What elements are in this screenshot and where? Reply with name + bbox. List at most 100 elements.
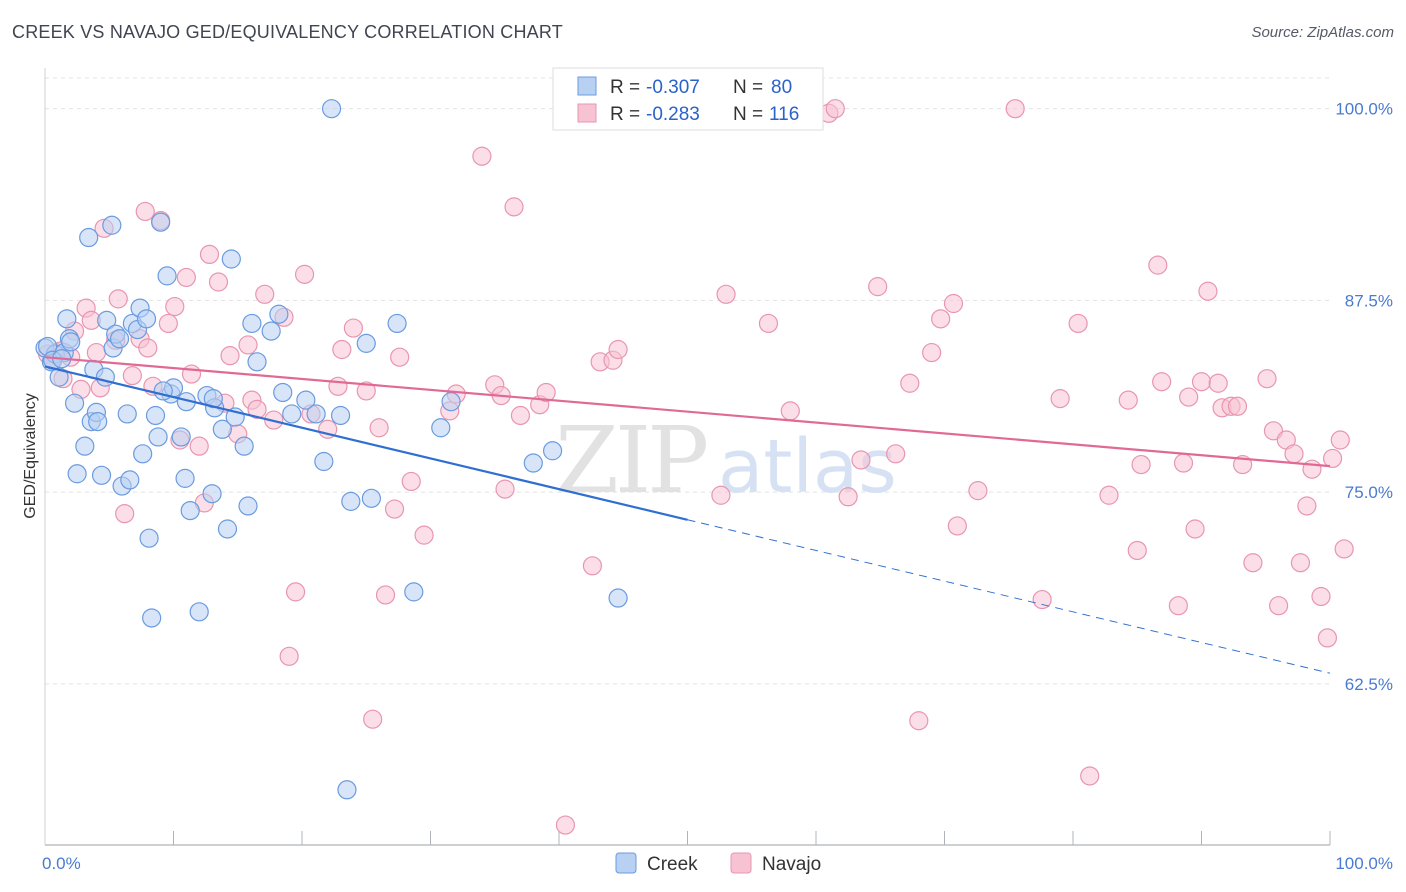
navajo-point-54: [401, 471, 421, 492]
navajo-point-19: [138, 338, 158, 358]
creek-point-7: [64, 393, 85, 413]
creek-point-30: [139, 528, 159, 548]
creek-points: [35, 99, 628, 800]
creek-point-34: [151, 212, 171, 232]
navajo-point-42: [294, 264, 315, 284]
navajo-point-53: [390, 347, 410, 367]
y-axis-title: GED/Equivalency: [22, 393, 39, 518]
navajo-trend-line: [44, 356, 1331, 468]
navajo-point-117: [1297, 496, 1317, 516]
navajo-point-30: [208, 272, 229, 292]
y-tick-label-0: 62.5%: [1345, 675, 1393, 694]
creek-point-47: [221, 249, 241, 269]
navajo-point-46: [332, 339, 352, 360]
creek-point-24: [120, 470, 140, 490]
navajo-point-79: [868, 277, 888, 297]
navajo-point-50: [369, 418, 389, 438]
chart-source: Source: ZipAtlas.com: [1251, 24, 1394, 41]
creek-point-55: [273, 382, 293, 403]
navajo-point-52: [384, 499, 405, 519]
legend-frame: [552, 67, 824, 131]
creek-point-17: [97, 310, 117, 330]
creek-point-39: [175, 468, 195, 488]
navajo-point-37: [255, 284, 275, 304]
creek-point-21: [109, 329, 130, 349]
navajo-point-47: [343, 318, 363, 338]
navajo-point-72: [716, 284, 736, 304]
creek-point-31: [142, 608, 162, 628]
creek-point-65: [361, 488, 381, 508]
creek-point-56: [282, 404, 302, 424]
creek-point-23: [117, 404, 137, 424]
navajo-point-26: [181, 364, 202, 384]
creek-point-9: [75, 436, 95, 456]
watermark: ZIP atlas: [555, 407, 897, 514]
navajo-point-77: [838, 487, 858, 507]
navajo-point-61: [495, 479, 515, 499]
navajo-point-32: [220, 346, 240, 366]
navajo-point-74: [780, 401, 800, 421]
navajo-point-23: [165, 296, 185, 317]
x-tick-labels: 0.0% 100.0%: [42, 854, 1393, 873]
creek-point-49: [234, 436, 254, 456]
y-tick-label-2: 87.5%: [1345, 291, 1393, 310]
navajo-point-93: [1099, 485, 1119, 505]
navajo-point-65: [536, 382, 556, 403]
creek-point-58: [306, 404, 326, 424]
navajo-point-45: [328, 376, 348, 396]
legend-n-label-navajo: N =: [733, 104, 763, 125]
creek-point-51: [242, 313, 262, 334]
navajo-point-70: [608, 339, 628, 360]
navajo-point-108: [1227, 396, 1248, 416]
navajo-point-115: [1284, 444, 1304, 464]
navajo-point-123: [1334, 539, 1354, 559]
creek-point-14: [88, 412, 108, 432]
creek-point-33: [148, 427, 168, 447]
legend-r-value-creek: -0.307: [646, 77, 700, 98]
navajo-point-82: [909, 711, 929, 731]
creek-point-69: [441, 392, 461, 412]
navajo-point-96: [1131, 454, 1151, 475]
navajo-point-113: [1268, 596, 1289, 616]
navajo-point-25: [176, 267, 196, 288]
navajo-point-98: [1152, 372, 1172, 392]
y-tick-label-3: 100.0%: [1335, 100, 1393, 119]
navajo-point-22: [158, 313, 178, 334]
navajo-point-48: [356, 381, 376, 401]
creek-point-45: [212, 419, 232, 439]
navajo-point-51: [375, 585, 396, 605]
navajo-point-95: [1127, 540, 1147, 561]
y-tick-labels: 62.5% 75.0% 87.5% 100.0%: [1335, 100, 1393, 694]
creek-point-50: [238, 496, 258, 516]
navajo-point-99: [1168, 596, 1188, 616]
creek-point-28: [133, 444, 153, 464]
watermark-atlas: atlas: [718, 424, 897, 510]
navajo-point-15: [115, 504, 135, 524]
navajo-point-83: [922, 342, 942, 363]
navajo-point-111: [1257, 369, 1277, 389]
navajo-point-49: [363, 709, 383, 729]
creek-point-67: [404, 582, 424, 602]
navajo-point-88: [1005, 99, 1025, 119]
creek-point-60: [321, 99, 342, 119]
legend-n-label-creek: N =: [733, 77, 763, 98]
navajo-point-80: [886, 444, 906, 464]
navajo-point-110: [1243, 553, 1263, 573]
navajo-point-41: [285, 582, 306, 602]
creek-point-59: [314, 451, 334, 472]
creek-point-53: [261, 321, 281, 341]
navajo-point-71: [711, 485, 731, 505]
navajo-point-66: [555, 815, 576, 835]
legend-r-value-navajo: -0.283: [646, 104, 700, 125]
creek-point-63: [341, 491, 361, 511]
navajo-point-18: [135, 201, 155, 222]
navajo-point-62: [504, 197, 524, 217]
navajo-point-55: [414, 525, 434, 545]
creek-point-62: [337, 780, 357, 800]
navajo-point-58: [472, 146, 492, 166]
legend-n-value-creek: 80: [771, 77, 792, 98]
navajo-point-29: [199, 244, 220, 265]
creek-point-41: [189, 602, 209, 622]
creek-point-10: [79, 227, 99, 248]
navajo-point-86: [947, 516, 967, 536]
